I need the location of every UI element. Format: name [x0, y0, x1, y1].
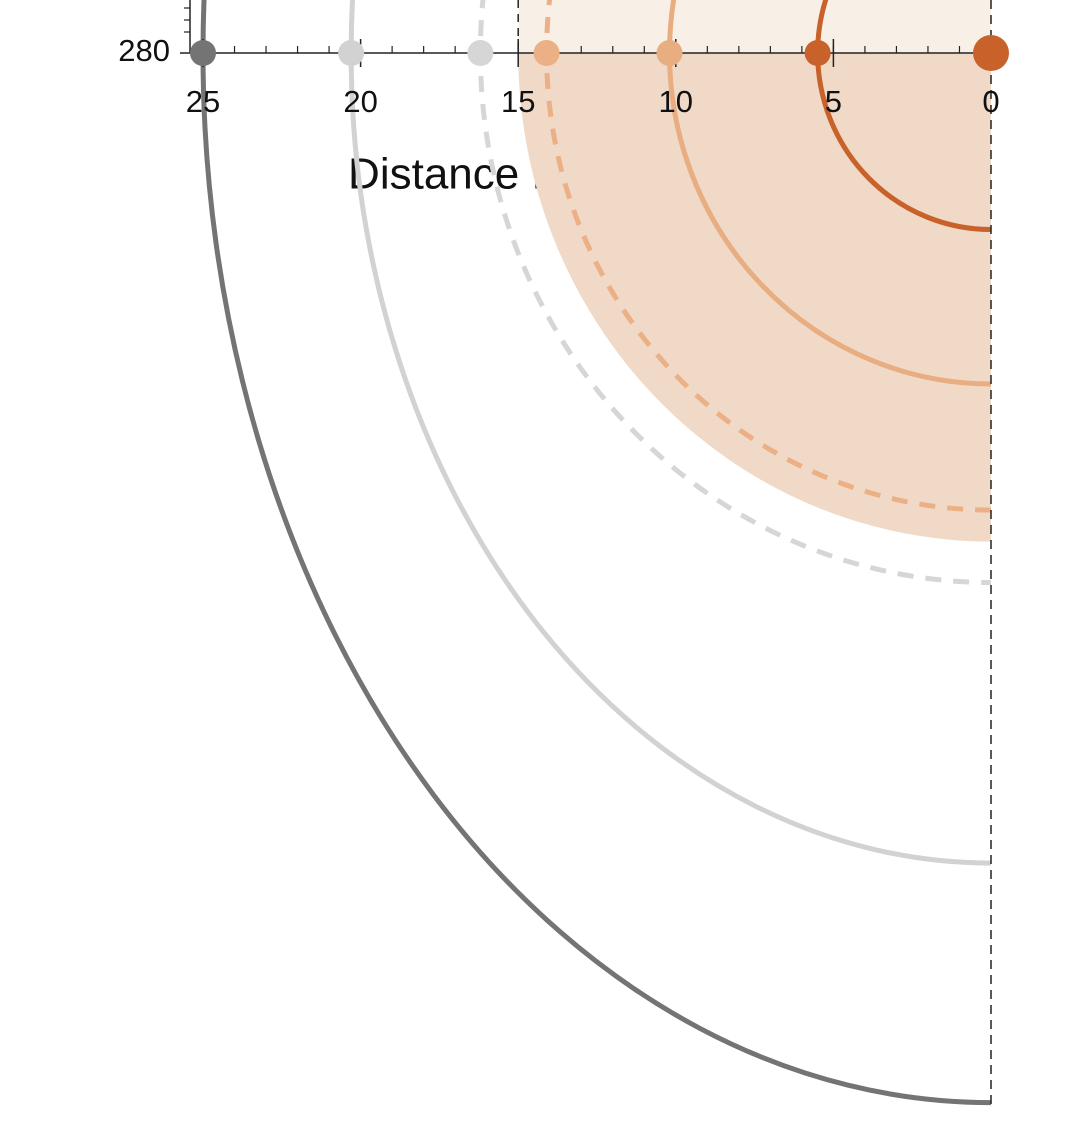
profile-point — [804, 40, 831, 66]
shaded-area — [518, 53, 991, 542]
x-tick-label: 0 — [982, 84, 999, 119]
profile-point — [656, 40, 683, 66]
profile-point — [338, 40, 365, 66]
shaded-top — [518, 0, 991, 53]
x-tick-label: 25 — [186, 84, 220, 119]
x-tick-label: 10 — [659, 84, 693, 119]
plot — [200, 0, 992, 1106]
profile-point — [190, 40, 216, 66]
x-tick-label: 5 — [825, 84, 842, 119]
profile-point — [533, 40, 560, 66]
x-tick-label: 15 — [501, 84, 535, 119]
profile-point — [467, 40, 494, 66]
x-tick-label: 20 — [343, 84, 377, 119]
profile-point — [973, 35, 1009, 71]
y-tick-label: 280 — [118, 33, 170, 68]
